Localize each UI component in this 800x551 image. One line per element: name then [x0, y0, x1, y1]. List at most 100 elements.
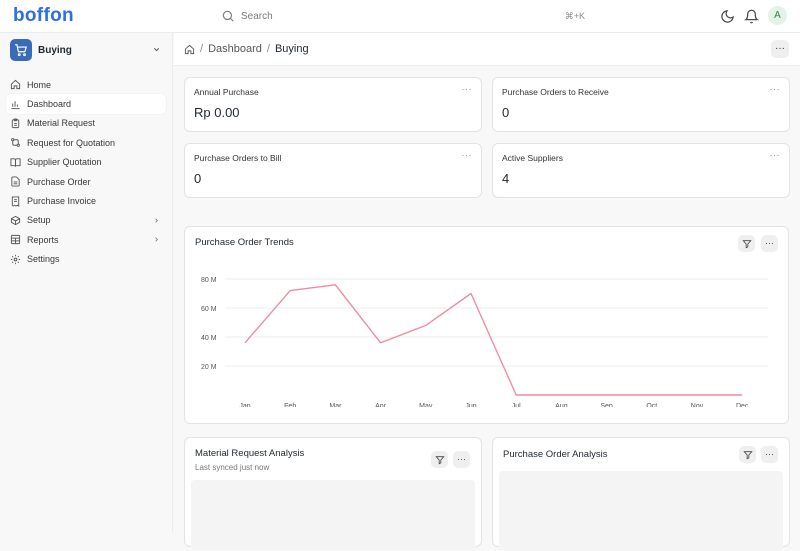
sidebar-item-label: Material Request	[27, 118, 96, 129]
chart-menu-button[interactable]: ···	[761, 235, 778, 252]
sidebar-item-supplier-quotation[interactable]: Supplier Quotation	[6, 153, 166, 172]
page-header: / Dashboard / Buying ···	[174, 33, 800, 66]
sidebar-item-label: Supplier Quotation	[27, 157, 102, 168]
filter-button[interactable]	[738, 235, 755, 252]
filter-icon	[742, 450, 753, 459]
number-card: Purchase Orders to Receive 0 ···	[492, 77, 790, 132]
sidebar-item-request-for-quotation[interactable]: Request for Quotation	[6, 133, 166, 152]
sidebar-item-label: Dashboard	[27, 99, 72, 110]
card-title: Active Suppliers	[502, 153, 563, 163]
gear-icon	[10, 254, 21, 264]
x-tick-label: Jun	[465, 403, 476, 407]
chart-icon	[11, 100, 20, 109]
sidebar-item-home[interactable]: Home	[6, 75, 166, 94]
breadcrumb-separator: /	[200, 43, 204, 55]
filter-icon	[434, 455, 445, 464]
card-title: Purchase Orders to Receive	[502, 87, 609, 97]
home-icon[interactable]	[184, 44, 195, 55]
card-value: 0	[194, 171, 202, 186]
sidebar-item-label: Purchase Invoice	[27, 196, 97, 207]
x-tick-label: Sep	[600, 403, 613, 407]
series-line	[244, 284, 743, 396]
x-tick-label: Apr	[375, 403, 387, 407]
package-icon	[10, 215, 21, 226]
chart-title: Purchase Order Trends	[195, 237, 294, 248]
sidebar-item-material-request[interactable]: Material Request	[6, 114, 166, 133]
card-menu-button[interactable]: ···	[769, 84, 780, 94]
card-value: Rp 0.00	[194, 105, 240, 120]
y-tick-label: 20 M	[201, 364, 217, 371]
workspace-switcher[interactable]: Buying	[10, 38, 165, 62]
card-menu-button[interactable]: ···	[461, 150, 472, 160]
x-tick-label: Aug	[555, 403, 568, 407]
x-tick-label: Mar	[329, 403, 342, 407]
chevron-down-icon	[153, 48, 160, 52]
chart-loading-placeholder	[499, 471, 783, 551]
x-tick-label: Oct	[646, 403, 657, 407]
x-tick-label: Jul	[512, 403, 521, 407]
material-request-analysis-card: Material Request Analysis Last synced ju…	[184, 437, 482, 550]
sidebar-item-label: Home	[27, 79, 52, 90]
card-value: 4	[502, 171, 510, 186]
main-content: / Dashboard / Buying ··· Annual Purchase…	[174, 33, 800, 551]
card-menu-button[interactable]: ···	[453, 451, 470, 468]
number-card: Purchase Orders to Bill 0 ···	[184, 143, 482, 198]
x-tick-label: Nov	[691, 403, 704, 407]
card-title: Purchase Orders to Bill	[194, 153, 282, 163]
y-tick-label: 40 M	[201, 335, 217, 342]
sidebar-item-purchase-invoice[interactable]: Purchase Invoice	[6, 191, 166, 210]
search-bar[interactable]: Search ⌘+K	[213, 4, 595, 28]
sidebar-item-label: Settings	[27, 254, 60, 265]
card-title: Material Request Analysis	[195, 448, 305, 459]
sidebar-item-purchase-order[interactable]: Purchase Order	[6, 172, 166, 191]
sidebar-item-reports[interactable]: Reports	[6, 230, 166, 249]
clipboard-icon	[11, 118, 20, 129]
moon-icon[interactable]	[720, 9, 735, 24]
chevron-right-icon	[155, 237, 158, 242]
purchase-order-analysis-card: Purchase Order Analysis ···	[492, 437, 790, 551]
breadcrumb-dashboard[interactable]: Dashboard	[208, 43, 262, 55]
sidebar-item-label: Reports	[27, 234, 59, 245]
sidebar-item-label: Request for Quotation	[27, 137, 116, 148]
sidebar-item-settings[interactable]: Settings	[6, 250, 166, 269]
x-tick-label: Feb	[284, 403, 296, 407]
filter-icon	[741, 239, 752, 248]
search-placeholder: Search	[241, 10, 273, 22]
receipt-icon	[11, 195, 20, 207]
bell-icon[interactable]	[744, 9, 759, 24]
card-menu-button[interactable]: ···	[769, 150, 780, 160]
search-icon	[222, 10, 234, 22]
purchase-order-trends-card: Purchase Order Trends ··· 20 M 40 M 60 M 80…	[184, 226, 789, 424]
y-tick-label: 80 M	[201, 277, 217, 284]
breadcrumb-buying[interactable]: Buying	[274, 43, 309, 55]
y-tick-label: 60 M	[201, 306, 217, 313]
avatar[interactable]: A	[768, 6, 787, 25]
line-chart: 20 M 40 M 60 M 80 M Jan Feb Mar Apr May Jun Jul Aug…	[201, 277, 768, 407]
git-compare-icon	[11, 138, 20, 148]
card-menu-button[interactable]: ···	[761, 446, 778, 463]
filter-button[interactable]	[431, 451, 448, 468]
file-text-icon	[11, 176, 20, 187]
chart-loading-placeholder	[191, 480, 475, 550]
top-bar: boffon Search ⌘+K A	[0, 0, 800, 33]
sidebar-nav: Home Dashboard Material Request Request …	[6, 75, 166, 269]
x-tick-label: May	[419, 403, 433, 407]
breadcrumb-separator: /	[266, 43, 270, 55]
number-card: Active Suppliers 4 ···	[492, 143, 790, 198]
sidebar-item-dashboard[interactable]: Dashboard	[6, 94, 166, 114]
number-card: Annual Purchase Rp 0.00 ···	[184, 77, 482, 132]
home-icon	[10, 79, 21, 90]
sidebar-item-label: Purchase Order	[27, 176, 91, 187]
x-tick-label: Jan	[239, 403, 250, 407]
chevron-right-icon	[155, 218, 158, 223]
workspace-label: Buying	[38, 44, 72, 56]
card-menu-button[interactable]: ···	[461, 84, 472, 94]
app-logo[interactable]: boffon	[13, 5, 74, 26]
search-shortcut: ⌘+K	[564, 10, 585, 21]
page-menu-button[interactable]: ···	[771, 40, 789, 58]
card-value: 0	[502, 105, 510, 120]
filter-button[interactable]	[739, 446, 756, 463]
card-title: Purchase Order Analysis	[503, 449, 608, 460]
sidebar-item-setup[interactable]: Setup	[6, 211, 166, 230]
sidebar-item-label: Setup	[27, 215, 51, 226]
